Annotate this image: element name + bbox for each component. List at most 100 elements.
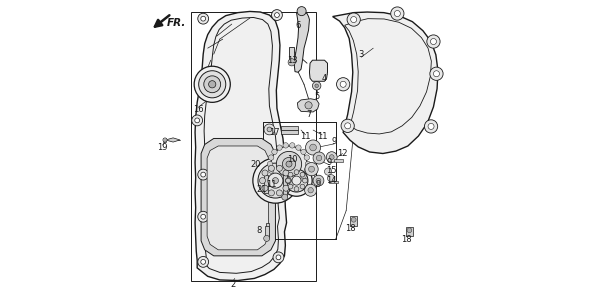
Text: 4: 4 [322, 74, 327, 83]
Circle shape [192, 115, 202, 126]
Circle shape [288, 172, 293, 177]
Circle shape [350, 17, 357, 23]
Text: 9: 9 [327, 158, 332, 167]
Circle shape [198, 211, 209, 222]
Text: 19: 19 [158, 143, 168, 152]
Polygon shape [195, 11, 287, 281]
Circle shape [304, 155, 310, 160]
Circle shape [201, 259, 205, 264]
Circle shape [264, 235, 270, 241]
Circle shape [268, 168, 274, 173]
Circle shape [262, 185, 268, 191]
Bar [333, 159, 343, 162]
Circle shape [268, 155, 274, 160]
Circle shape [327, 175, 335, 182]
Circle shape [341, 119, 355, 132]
Circle shape [198, 169, 209, 180]
Circle shape [268, 165, 274, 171]
Text: 16: 16 [193, 105, 204, 114]
Circle shape [347, 13, 360, 26]
Circle shape [283, 157, 296, 171]
Circle shape [296, 145, 301, 150]
Circle shape [303, 178, 307, 183]
Text: 9: 9 [316, 180, 321, 189]
Circle shape [428, 123, 434, 129]
Circle shape [195, 118, 199, 123]
Circle shape [305, 163, 318, 176]
Text: 5: 5 [314, 92, 319, 101]
Text: 11: 11 [317, 132, 327, 141]
Circle shape [198, 13, 209, 24]
Text: 20: 20 [251, 160, 261, 169]
Circle shape [260, 178, 266, 184]
Text: 12: 12 [337, 149, 348, 158]
Text: 21: 21 [257, 185, 267, 194]
Circle shape [324, 168, 332, 175]
Bar [283, 175, 287, 197]
Circle shape [283, 185, 289, 191]
Circle shape [345, 123, 350, 129]
Circle shape [313, 152, 325, 164]
Circle shape [394, 11, 401, 17]
Circle shape [201, 172, 205, 177]
Circle shape [274, 13, 279, 17]
Polygon shape [309, 60, 327, 81]
Circle shape [301, 173, 306, 179]
Circle shape [198, 256, 209, 267]
Circle shape [340, 81, 346, 87]
Circle shape [313, 175, 324, 186]
Circle shape [326, 152, 337, 163]
Circle shape [292, 176, 301, 185]
Circle shape [277, 165, 283, 171]
Circle shape [271, 146, 307, 182]
Circle shape [336, 78, 350, 91]
Circle shape [294, 187, 299, 191]
Polygon shape [201, 138, 276, 256]
Text: 6: 6 [296, 21, 301, 30]
Circle shape [267, 161, 273, 167]
Text: 11: 11 [266, 180, 276, 189]
Circle shape [201, 214, 205, 219]
Circle shape [258, 163, 293, 198]
Text: 8: 8 [257, 226, 262, 235]
Circle shape [264, 124, 275, 135]
Bar [289, 47, 294, 63]
Circle shape [304, 168, 310, 173]
Circle shape [262, 170, 268, 176]
Text: 15: 15 [326, 166, 336, 175]
Circle shape [430, 67, 443, 80]
Text: 7: 7 [306, 110, 312, 119]
Circle shape [277, 178, 282, 183]
Circle shape [297, 7, 306, 16]
Circle shape [282, 194, 288, 200]
Text: FR.: FR. [167, 18, 186, 28]
Polygon shape [294, 12, 309, 72]
Bar [281, 130, 298, 134]
Circle shape [283, 180, 289, 185]
Bar [267, 223, 270, 236]
Circle shape [316, 155, 322, 161]
Circle shape [276, 151, 301, 177]
Circle shape [431, 39, 437, 45]
Circle shape [286, 178, 290, 183]
Circle shape [316, 178, 321, 183]
Circle shape [253, 158, 298, 203]
Circle shape [407, 228, 412, 233]
Circle shape [434, 71, 440, 77]
Text: 17: 17 [268, 128, 279, 137]
Circle shape [277, 145, 282, 150]
Circle shape [305, 102, 312, 109]
Circle shape [305, 161, 311, 167]
Circle shape [286, 178, 291, 184]
Bar [265, 226, 268, 238]
Bar [350, 216, 358, 226]
Circle shape [163, 138, 167, 142]
Bar [281, 126, 298, 130]
Circle shape [283, 170, 289, 176]
Bar [264, 175, 268, 193]
Bar [406, 227, 413, 236]
Circle shape [194, 66, 230, 102]
Polygon shape [297, 99, 319, 112]
Polygon shape [333, 12, 438, 154]
Circle shape [308, 188, 313, 193]
